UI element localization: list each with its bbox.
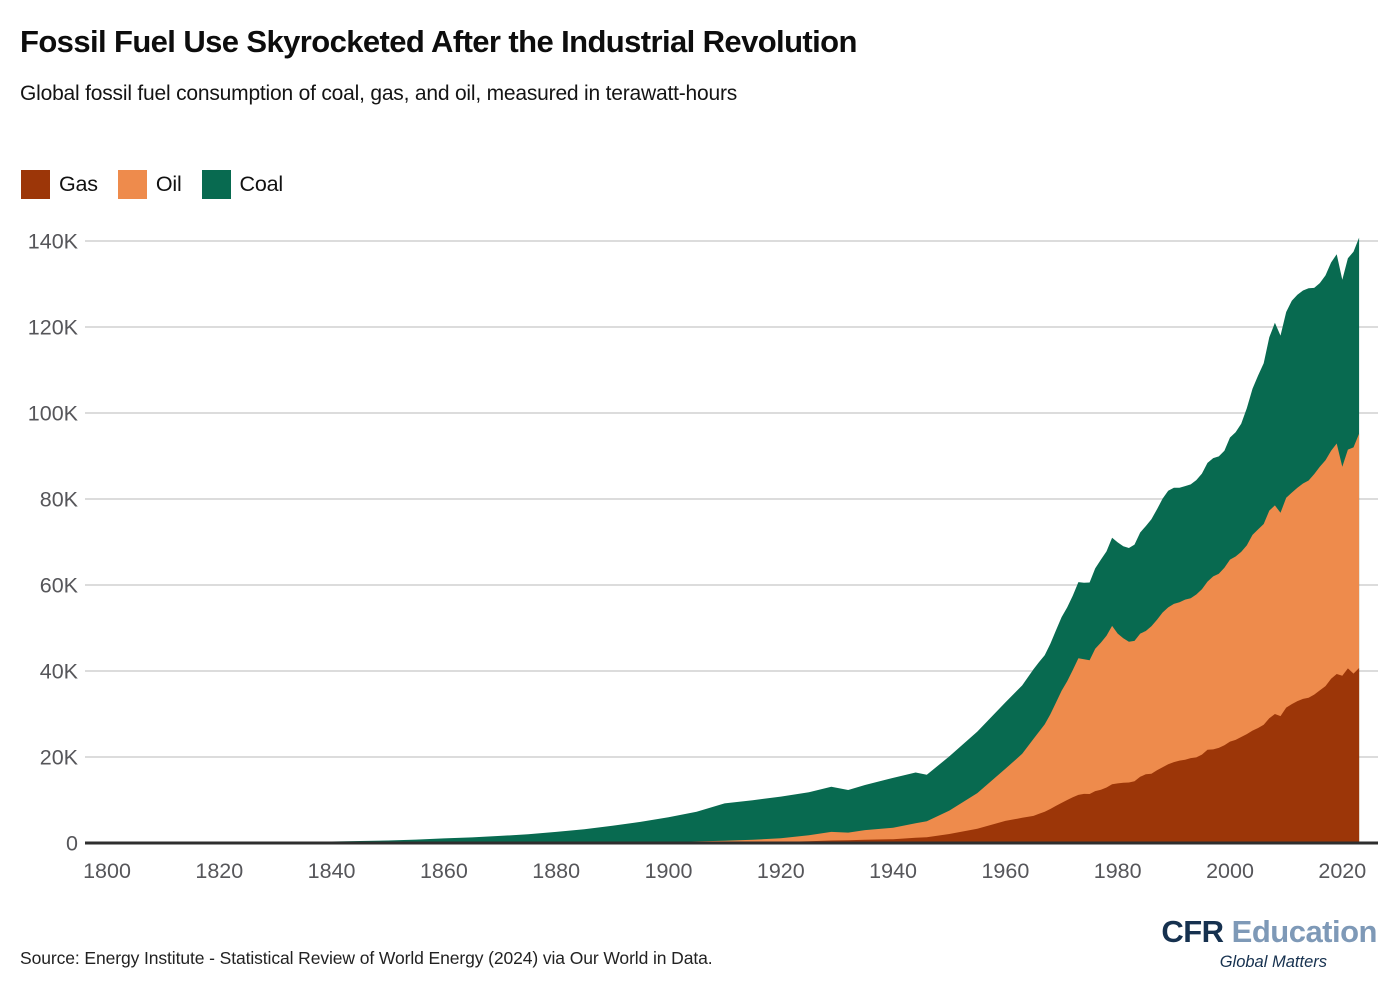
legend-item-oil: Oil	[117, 170, 182, 199]
x-axis-label-1940: 1940	[869, 859, 917, 883]
x-axis-label-1800: 1800	[83, 859, 131, 883]
legend-item-gas: Gas	[21, 170, 98, 199]
y-axis-label-140K: 140K	[28, 230, 79, 254]
y-axis-label-0: 0	[66, 832, 78, 856]
cfr-education-logo: CFR Education Global Matters	[1161, 916, 1377, 971]
y-axis-label-120K: 120K	[28, 316, 79, 340]
x-axis-label-2020: 2020	[1318, 859, 1366, 883]
chart-subtitle: Global fossil fuel consumption of coal, …	[20, 82, 738, 105]
logo-wordmark: CFR Education	[1161, 916, 1377, 947]
x-axis-label-1900: 1900	[645, 859, 693, 883]
y-axis-label-20K: 20K	[40, 746, 79, 770]
coal-label: Coal	[239, 172, 284, 196]
coal-swatch	[201, 170, 231, 199]
logo-cfr-text: CFR	[1161, 914, 1224, 949]
legend-item-coal: Coal	[201, 170, 284, 199]
x-axis-label-1980: 1980	[1094, 859, 1142, 883]
x-axis-label-1960: 1960	[981, 859, 1029, 883]
x-axis-label-1880: 1880	[532, 859, 580, 883]
source-note: Source: Energy Institute - Statistical R…	[20, 948, 713, 968]
stacked-area-chart: 0 20K 40K 60K 80K 100K 120K 140K 1800 1820 1840 186…	[28, 230, 1378, 883]
chart-title: Fossil Fuel Use Skyrocketed After the In…	[20, 24, 857, 59]
logo-education-text: Education	[1231, 914, 1378, 949]
gas-area	[107, 668, 1360, 843]
x-axis-label-1920: 1920	[757, 859, 805, 883]
y-axis-label-80K: 80K	[40, 488, 79, 512]
gas-label: Gas	[59, 172, 98, 196]
oil-swatch	[117, 170, 147, 199]
x-axis-label-1860: 1860	[420, 859, 468, 883]
x-axis-label-1820: 1820	[195, 859, 243, 883]
logo-tagline: Global Matters	[1219, 953, 1327, 971]
gas-swatch	[21, 170, 50, 199]
y-axis-label-60K: 60K	[40, 574, 79, 598]
y-axis-label-40K: 40K	[40, 660, 79, 684]
chart-area: 0 20K 40K 60K 80K 100K 120K 140K 1800 1820 1840 186…	[0, 210, 1400, 902]
x-axis-label-1840: 1840	[308, 859, 356, 883]
legend: Gas Oil Coal	[21, 170, 283, 199]
y-axis-label-100K: 100K	[28, 402, 79, 426]
oil-label: Oil	[155, 172, 182, 196]
x-axis-label-2000: 2000	[1206, 859, 1254, 883]
oil-area	[107, 433, 1360, 843]
coal-area	[107, 237, 1360, 844]
